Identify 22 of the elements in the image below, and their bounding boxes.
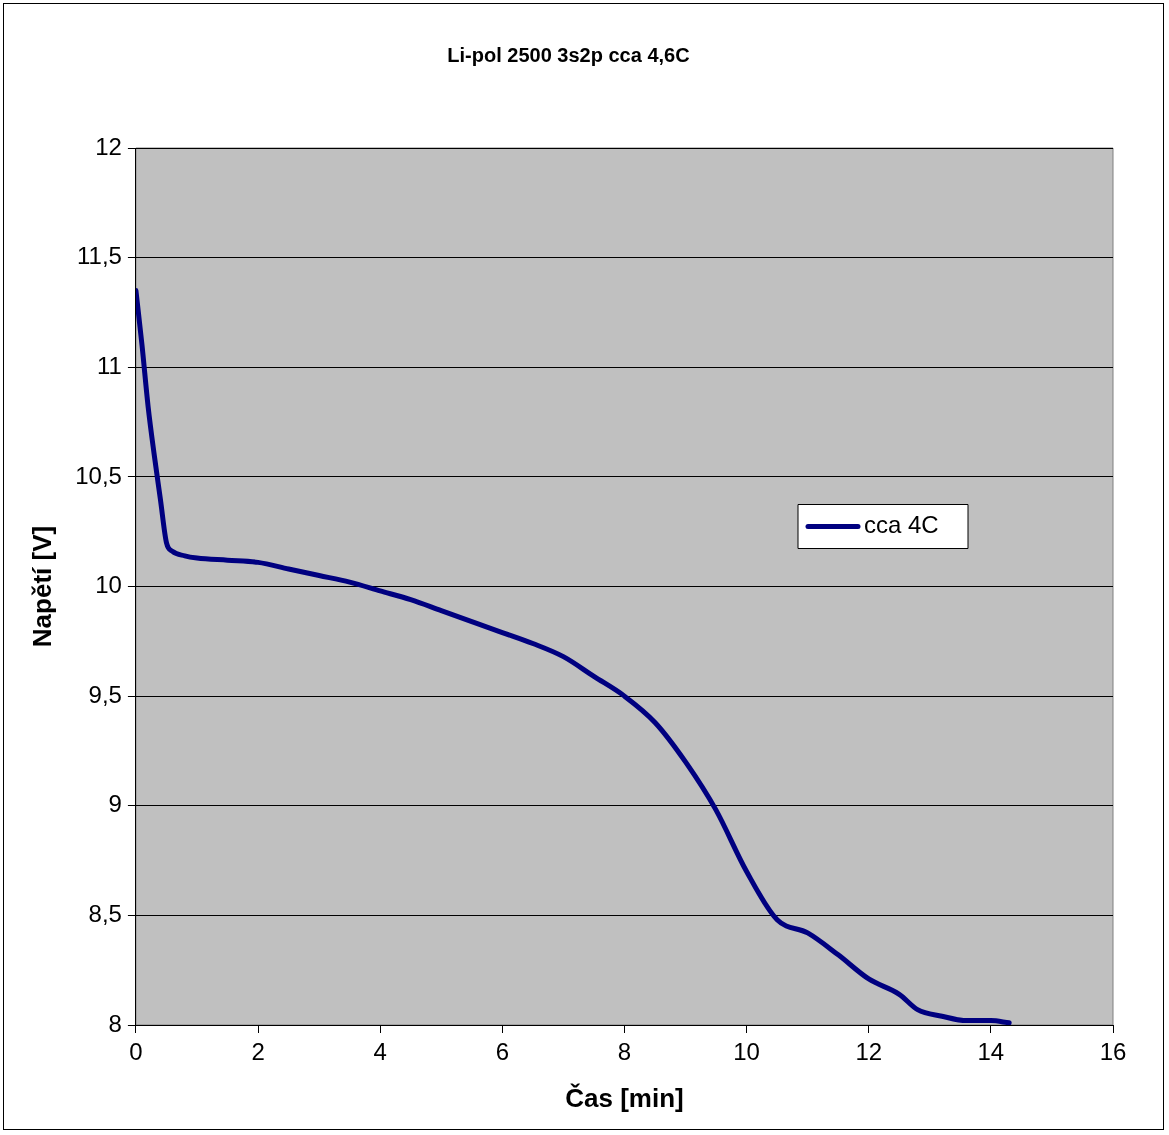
x-tick-label: 0 (129, 1038, 143, 1066)
y-tick-label: 11 (96, 351, 122, 379)
x-tick-label: 14 (977, 1038, 1005, 1066)
y-tick-label: 8,5 (88, 900, 122, 927)
chart-title: Li-pol 2500 3s2p cca 4,6C (447, 43, 690, 66)
x-tick-label: 4 (373, 1038, 387, 1066)
x-axis-title: Čas [min] (565, 1082, 684, 1113)
y-tick-label: 9 (108, 790, 122, 818)
x-tick-label: 10 (733, 1038, 760, 1066)
y-tick-label: 10 (95, 571, 122, 599)
x-tick-label: 16 (1099, 1038, 1127, 1066)
x-tick-label: 6 (495, 1038, 509, 1066)
y-tick-label: 9,5 (88, 680, 122, 708)
y-tick-label: 8 (108, 1009, 122, 1037)
y-tick-label: 11,5 (76, 242, 122, 270)
x-tick-label: 12 (855, 1038, 883, 1066)
x-tick-label: 2 (251, 1038, 265, 1066)
legend-label: cca 4C (864, 511, 939, 539)
y-axis-title: Napětí [V] (26, 525, 57, 648)
x-tick-label: 8 (617, 1038, 632, 1066)
y-tick-label: 10,5 (75, 461, 122, 489)
y-tick-label: 12 (95, 132, 122, 160)
